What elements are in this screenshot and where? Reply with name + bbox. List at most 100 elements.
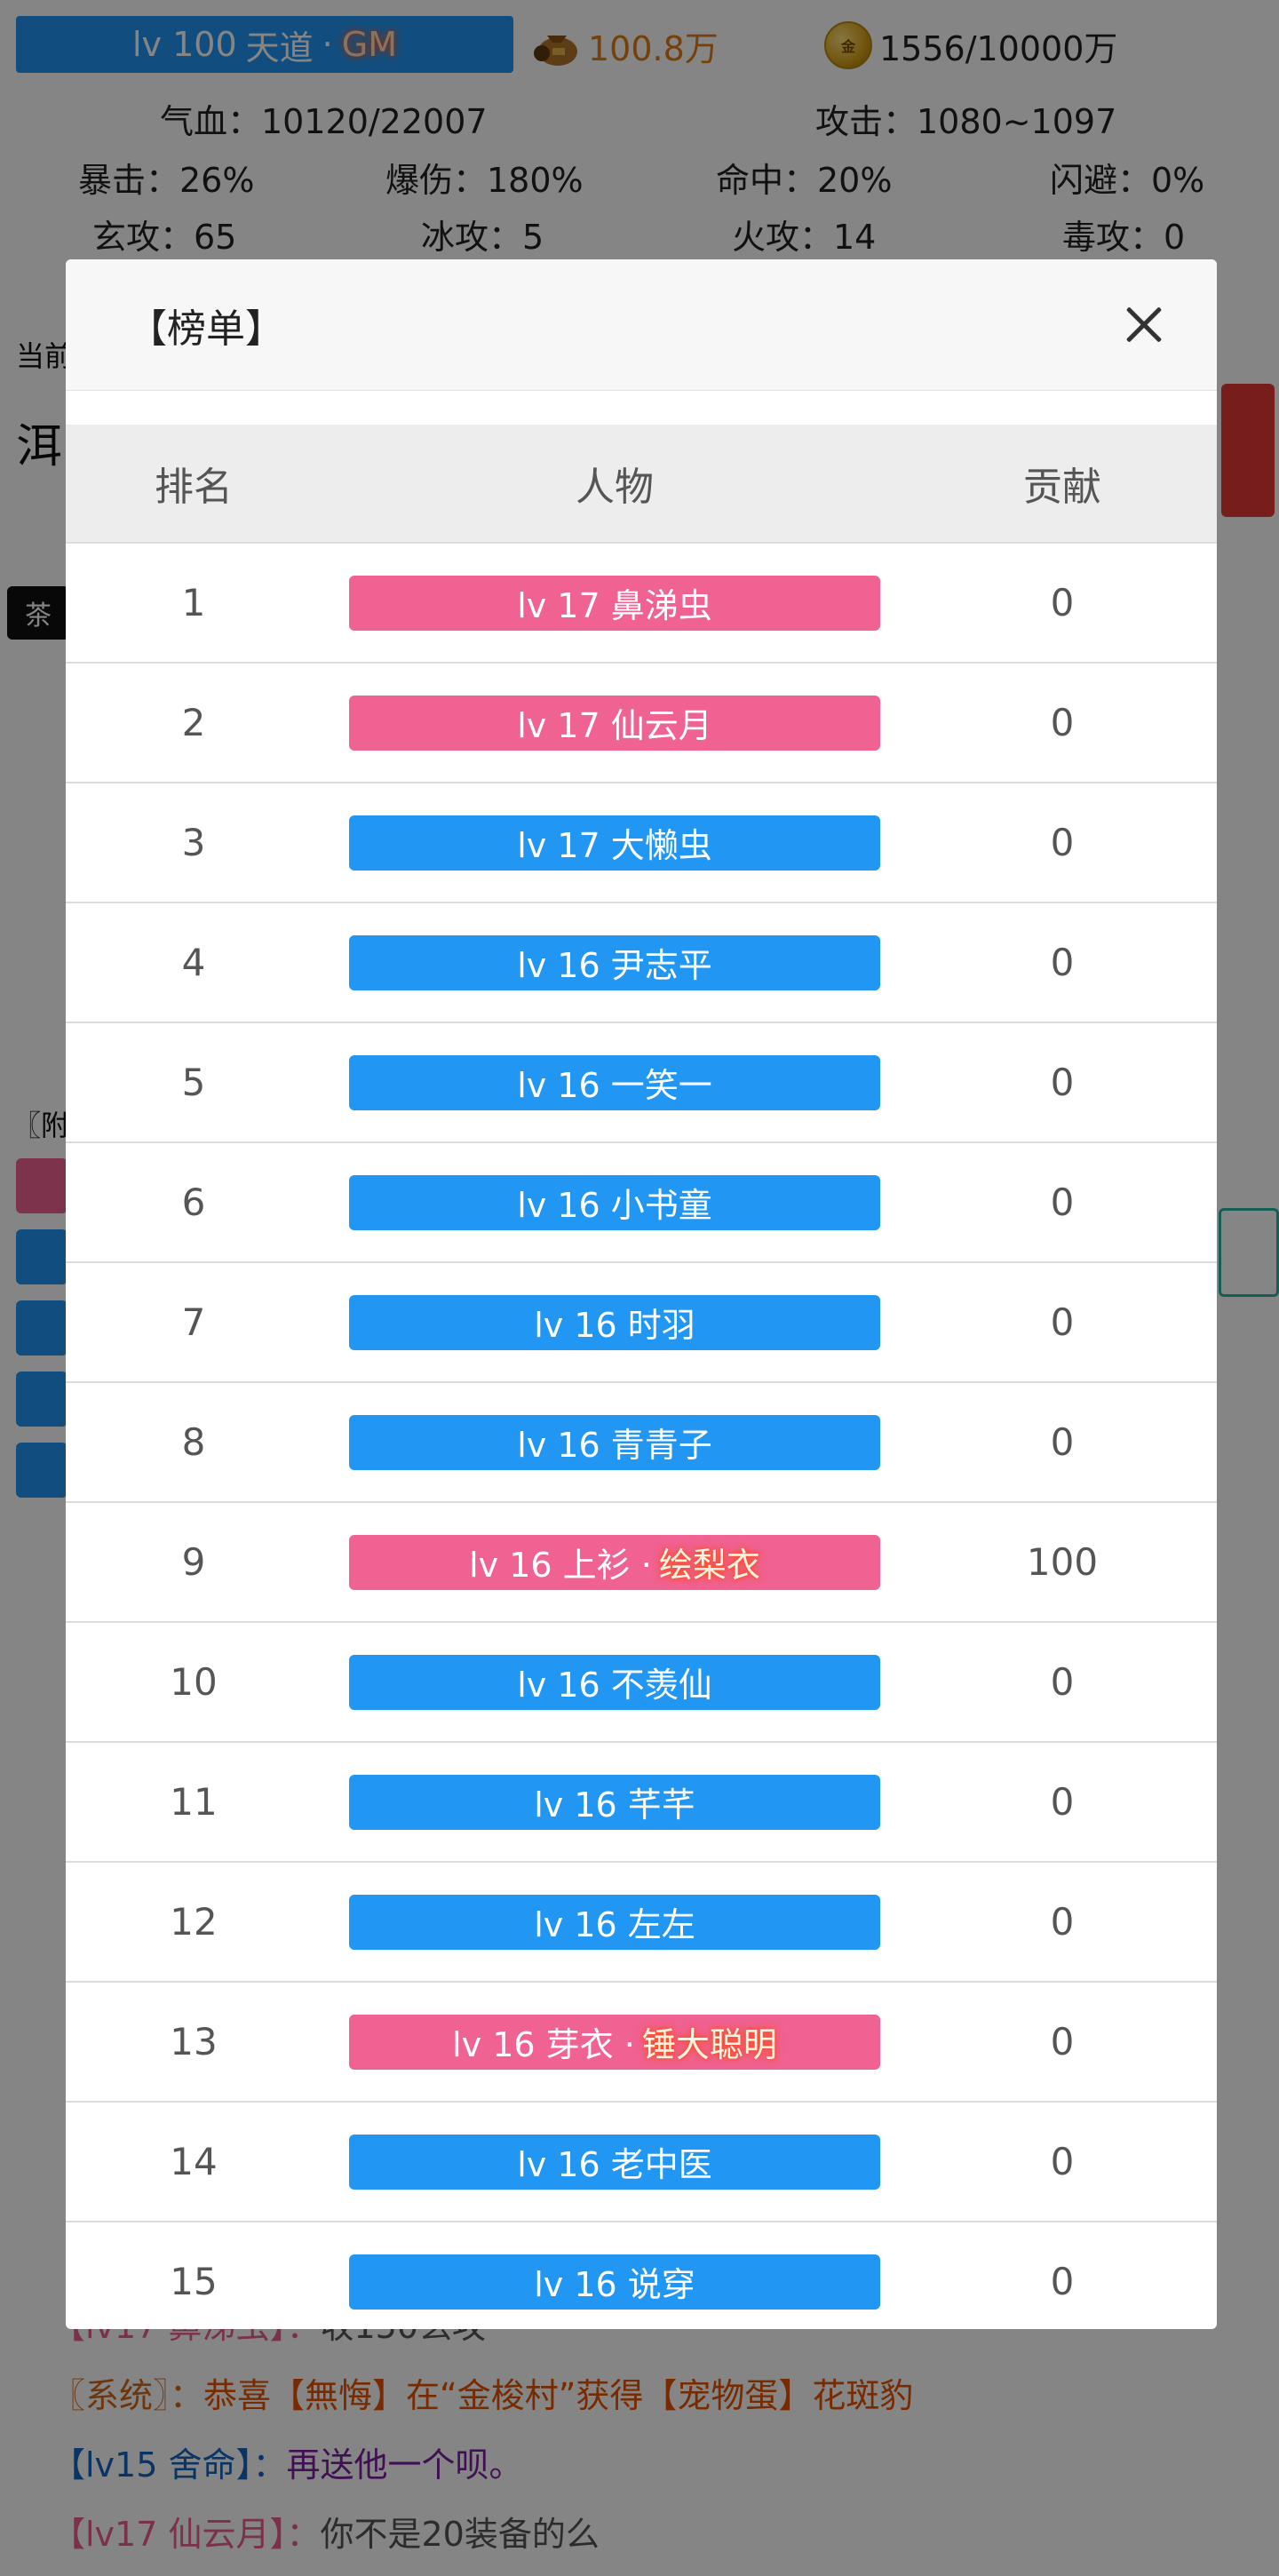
table-row: 15 lv 16 说穿 0 bbox=[66, 2222, 1217, 2329]
player-chip[interactable] bbox=[16, 1371, 68, 1427]
header-rank: 排名 bbox=[155, 465, 233, 510]
modal-header: 【榜单】 bbox=[66, 259, 1217, 391]
table-row: 11 lv 16 芊芊 0 bbox=[66, 1743, 1217, 1863]
player-name-badge[interactable]: lv 16 说穿 bbox=[349, 2254, 880, 2310]
rank-cell: 13 bbox=[170, 2020, 218, 2063]
name-cell: lv 17 仙云月 bbox=[322, 695, 908, 751]
name-cell: lv 16 芽衣 · 锤大聪明 bbox=[322, 2014, 908, 2070]
chat-sender[interactable]: 【lv15 舍命】： bbox=[52, 2445, 287, 2485]
player-name: lv 16 不羡仙 bbox=[517, 1666, 712, 1705]
stat-crit: 暴击：26% bbox=[78, 161, 255, 200]
location-title: 洱 bbox=[16, 420, 63, 473]
player-name: lv 16 左左 bbox=[534, 1905, 695, 1944]
current-location-label: 当前 bbox=[16, 339, 74, 373]
player-name-badge[interactable]: lv 16 小书童 bbox=[349, 1174, 880, 1230]
side-panel-box[interactable] bbox=[1219, 1208, 1279, 1297]
player-name-badge[interactable]: lv 16 芽衣 · 锤大聪明 bbox=[349, 2014, 880, 2070]
money-value: 100.8万 bbox=[588, 28, 719, 68]
chat-message: 恭喜【無悔】在“金梭村”获得【宠物蛋】花斑豹 bbox=[203, 2376, 914, 2415]
table-header: 排名 人物 贡献 bbox=[66, 425, 1217, 544]
player-name-badge[interactable]: lv 16 老中医 bbox=[349, 2134, 880, 2190]
player-name-badge[interactable]: lv 16 青青子 bbox=[349, 1414, 880, 1470]
rank-cell: 10 bbox=[170, 1660, 218, 1704]
player-name: lv 16 尹志平 bbox=[517, 946, 712, 985]
player-name-badge[interactable]: lv 17 大懒虫 bbox=[349, 815, 880, 871]
player-name-badge[interactable]: lv 16 不羡仙 bbox=[349, 1654, 880, 1710]
rank-cell: 5 bbox=[181, 1061, 206, 1104]
ranking-modal: 【榜单】 排名 人物 贡献 1 lv 17 鼻涕虫 0 2 lv 17 仙云月 0 3 lv … bbox=[66, 259, 1217, 2329]
contribution-cell: 0 bbox=[1050, 1061, 1075, 1104]
stat-crit-damage: 爆伤：180% bbox=[385, 161, 584, 200]
player-chip[interactable] bbox=[16, 1158, 68, 1213]
stat-fire-attack: 火攻：14 bbox=[732, 218, 877, 257]
contribution-cell: 0 bbox=[1050, 1660, 1075, 1704]
chat-message: 再送他一个呗。 bbox=[286, 2445, 523, 2485]
player-name-badge[interactable]: lv 16 时羽 bbox=[349, 1294, 880, 1350]
close-icon[interactable] bbox=[1117, 298, 1171, 352]
player-badge[interactable]: lv 100 天道 · GM bbox=[16, 16, 513, 73]
name-cell: lv 16 青青子 bbox=[322, 1414, 908, 1470]
rank-cell: 15 bbox=[170, 2260, 218, 2303]
rank-cell: 4 bbox=[181, 941, 206, 984]
red-action-button[interactable] bbox=[1221, 384, 1275, 517]
player-name: lv 17 鼻涕虫 bbox=[517, 586, 712, 625]
contribution-cell: 0 bbox=[1050, 581, 1075, 624]
name-cell: lv 16 一笑一 bbox=[322, 1054, 908, 1110]
chat-sender[interactable]: 【lv17 仙云月】： bbox=[52, 2515, 321, 2554]
stat-dodge: 闪避：0% bbox=[1050, 161, 1205, 200]
player-chip[interactable] bbox=[16, 1300, 68, 1356]
chat-line: 【lv17 仙云月】：你不是20装备的么 bbox=[52, 2500, 1259, 2569]
contribution-cell: 0 bbox=[1050, 1300, 1075, 1344]
name-cell: lv 16 尹志平 bbox=[322, 934, 908, 990]
attach-label: 〖附 bbox=[12, 1109, 70, 1142]
name-cell: lv 17 大懒虫 bbox=[322, 815, 908, 871]
contribution-cell: 100 bbox=[1026, 1540, 1099, 1584]
player-name: lv 16 时羽 bbox=[534, 1306, 695, 1345]
contribution-cell: 0 bbox=[1050, 1181, 1075, 1224]
player-name: lv 16 老中医 bbox=[517, 2145, 712, 2184]
contribution-cell: 0 bbox=[1050, 701, 1075, 744]
contribution-cell: 0 bbox=[1050, 2260, 1075, 2303]
name-cell: lv 16 芊芊 bbox=[322, 1774, 908, 1830]
stat-attack: 攻击：1080~1097 bbox=[815, 102, 1117, 141]
chat-message: 你不是20装备的么 bbox=[320, 2515, 600, 2554]
rank-cell: 3 bbox=[181, 821, 206, 864]
rank-cell: 12 bbox=[170, 1900, 218, 1944]
player-name-badge[interactable]: lv 16 左左 bbox=[349, 1894, 880, 1950]
rank-cell: 2 bbox=[181, 701, 206, 744]
player-name-badge[interactable]: lv 16 芊芊 bbox=[349, 1774, 880, 1830]
money-display: 100.8万 bbox=[531, 18, 719, 73]
table-row: 12 lv 16 左左 0 bbox=[66, 1863, 1217, 1983]
player-name-badge[interactable]: lv 17 鼻涕虫 bbox=[349, 575, 880, 631]
gold-coin-icon: 金 bbox=[824, 21, 872, 69]
spouse-name: 锤大聪明 bbox=[641, 2025, 777, 2064]
table-row: 1 lv 17 鼻涕虫 0 bbox=[66, 544, 1217, 664]
player-name: lv 17 仙云月 bbox=[517, 706, 712, 745]
tea-button[interactable]: 茶 bbox=[7, 586, 69, 640]
chat-line: 【lv15 舍命】：再送他一个呗。 bbox=[52, 2430, 1259, 2500]
player-name-badge[interactable]: lv 16 上衫 · 绘梨衣 bbox=[349, 1534, 880, 1590]
player-chip[interactable] bbox=[16, 1229, 68, 1284]
player-name: lv 17 大懒虫 bbox=[517, 826, 712, 865]
player-name: lv 16 说穿 bbox=[534, 2265, 695, 2304]
rank-cell: 6 bbox=[181, 1181, 206, 1224]
table-row: 13 lv 16 芽衣 · 锤大聪明 0 bbox=[66, 1983, 1217, 2103]
gold-value: 1556/10000万 bbox=[879, 28, 1118, 68]
gold-display: 金 1556/10000万 bbox=[824, 18, 1117, 73]
player-name-badge[interactable]: lv 17 仙云月 bbox=[349, 695, 880, 751]
chat-sender: 〖系统〗： bbox=[52, 2376, 204, 2415]
stat-poison-attack: 毒攻：0 bbox=[1062, 218, 1186, 257]
stat-hp: 气血：10120/22007 bbox=[160, 102, 488, 141]
player-name-badge[interactable]: lv 16 一笑一 bbox=[349, 1054, 880, 1110]
player-name: 天道 bbox=[245, 28, 314, 68]
stat-xuan-attack: 玄攻：65 bbox=[92, 218, 237, 257]
player-name-badge[interactable]: lv 16 尹志平 bbox=[349, 934, 880, 990]
table-row: 7 lv 16 时羽 0 bbox=[66, 1263, 1217, 1383]
table-row: 5 lv 16 一笑一 0 bbox=[66, 1023, 1217, 1143]
contribution-cell: 0 bbox=[1050, 821, 1075, 864]
name-cell: lv 16 时羽 bbox=[322, 1294, 908, 1350]
table-body: 1 lv 17 鼻涕虫 0 2 lv 17 仙云月 0 3 lv 17 大懒虫 0 4 lv 16 … bbox=[66, 544, 1217, 2329]
contribution-cell: 0 bbox=[1050, 2020, 1075, 2063]
table-row: 14 lv 16 老中医 0 bbox=[66, 2103, 1217, 2222]
player-chip[interactable] bbox=[16, 1443, 68, 1498]
